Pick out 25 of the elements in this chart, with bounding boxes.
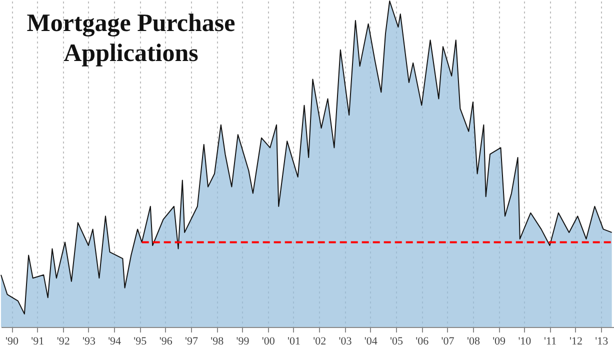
x-tick-label: '08: [466, 336, 480, 346]
x-tick-label: '02: [313, 336, 326, 346]
x-tick-label: '12: [569, 336, 582, 346]
x-tick-label: '06: [416, 336, 430, 346]
x-tick-label: '03: [338, 336, 352, 346]
x-tick-label: '92: [56, 336, 70, 346]
x-tick-label: '97: [184, 336, 198, 346]
x-tick-label: '04: [364, 336, 378, 346]
x-tick-label: '93: [82, 336, 96, 346]
x-tick-label: '10: [518, 336, 532, 346]
x-tick-label: '94: [108, 336, 122, 346]
x-tick-label: '98: [210, 336, 224, 346]
x-tick-label: '99: [236, 336, 250, 346]
x-tick-label: '13: [595, 336, 609, 346]
x-tick-label: '00: [262, 336, 276, 346]
x-tick-label: '05: [390, 336, 404, 346]
x-tick-label: '96: [159, 336, 173, 346]
x-tick-label: '95: [134, 336, 148, 346]
x-tick-label: '90: [6, 336, 20, 346]
x-tick-label: '09: [492, 336, 506, 346]
text: Mortgage Purchase Applications: [26, 10, 236, 67]
x-tick-label: '07: [441, 336, 455, 346]
x-tick-label: '91: [31, 336, 44, 346]
x-tick-label: '01: [288, 336, 300, 346]
x-tick-label: '11: [544, 336, 557, 346]
